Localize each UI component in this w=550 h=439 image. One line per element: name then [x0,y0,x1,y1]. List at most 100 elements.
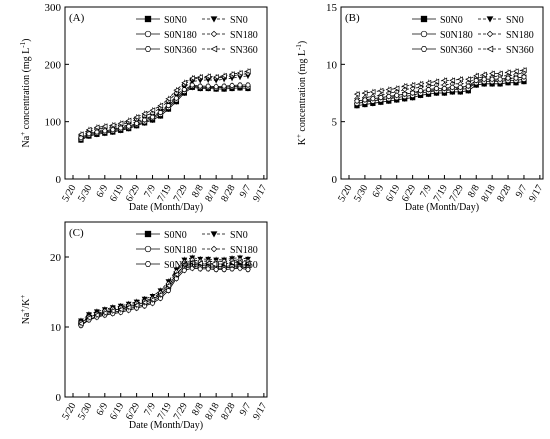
legend-label: S0N180 [440,30,473,41]
legend-marker [144,15,152,23]
data-point [189,265,196,271]
legend-item-s0n360: S0N360 [136,260,197,271]
data-point [157,291,164,298]
x-tick-label: 8/28 [219,183,237,204]
data-point [457,76,463,83]
data-point [244,260,251,267]
data-point [245,267,251,272]
legend-label: SN180 [230,30,258,41]
data-point [465,76,471,83]
data-point [245,82,251,88]
data-point [244,68,251,75]
legend-label: S0N180 [164,30,197,41]
legend-marker [486,16,494,23]
data-point [141,299,148,306]
data-point [481,71,487,78]
data-point [181,87,187,92]
data-point [449,84,456,90]
panel-label: (A) [69,12,85,24]
data-point [449,77,456,84]
plot-frame [340,6,544,180]
legend-label: SN180 [506,30,534,41]
data-point [157,110,164,115]
x-tick-label: 8/18 [203,183,221,204]
legend-marker [486,30,494,38]
x-tick-label: 5/20 [60,183,78,204]
data-point [77,320,84,327]
data-point [481,76,487,82]
data-point [393,85,400,92]
y-axis-label: Na+ concentration (mg L-1) [19,39,32,148]
y-tick-label: 300 [45,2,62,14]
data-point [489,70,495,77]
x-tick-label: 8/28 [219,401,237,422]
data-point [165,282,172,289]
x-tick-label: 5/20 [60,401,78,422]
x-tick-label: 7/19 [156,401,174,422]
legend-marker [144,261,152,267]
data-point [377,87,384,94]
data-point [165,103,172,108]
series-sn360 [353,67,527,98]
x-tick-label: 6/19 [384,183,402,204]
data-point [401,83,408,89]
series-line [356,81,525,106]
legend-item-sn0: SN0 [202,230,248,241]
y-axis-label: K+ concentration (mg L-1) [295,41,308,146]
data-point [77,131,84,138]
series-line [80,257,249,322]
legend-marker [210,245,218,253]
data-point [393,92,400,98]
data-point [189,82,196,88]
y-label-unit-sup: + [19,295,27,299]
y-axis-label: Na+/K+ [19,295,32,325]
data-point [425,87,432,92]
data-point [386,94,392,99]
y-label-unit-sup: -1 [295,44,303,50]
data-point [497,76,503,82]
data-point [205,73,211,80]
x-tick-label: 8/28 [495,183,513,204]
data-point [205,266,211,272]
data-point [93,312,100,318]
data-point [465,83,472,89]
series-line [356,78,525,104]
data-point [378,95,384,100]
x-tick-label: 9/17 [251,401,269,422]
data-point [149,107,156,114]
legend-item-sn180: SN180 [478,30,534,41]
legend-marker [420,15,428,23]
data-point [433,86,440,91]
series-line [80,85,249,140]
legend-marker [210,30,218,38]
data-point [213,74,219,80]
legend-label: SN360 [230,260,258,271]
data-point [425,79,432,86]
x-axis-label: Date (Month/Day) [405,202,479,213]
data-point [213,267,219,272]
data-point [141,117,148,123]
data-point [149,296,156,303]
data-point [117,120,124,127]
data-point [205,83,211,89]
legend-item-s0n0: S0N0 [136,230,187,241]
y-tick-label: 0 [332,174,338,186]
y-label-sup: + [19,132,27,136]
legend-marker [144,46,152,52]
x-tick-label: 7/29 [172,401,190,422]
y-tick-label: 0 [56,174,62,186]
x-tick-label: 5/30 [76,183,94,204]
legend-label: S0N360 [164,45,197,56]
y-label-end: ) [21,39,32,42]
legend-marker [144,30,152,38]
data-point [228,71,235,77]
data-point [197,266,203,272]
legend-item-sn360: SN360 [478,45,534,56]
y-label-unit-sup: -1 [19,41,27,47]
x-tick-label: 6/19 [108,401,126,422]
series-line [80,84,248,139]
data-point [181,267,187,273]
data-point [236,259,243,265]
data-point [181,79,187,86]
